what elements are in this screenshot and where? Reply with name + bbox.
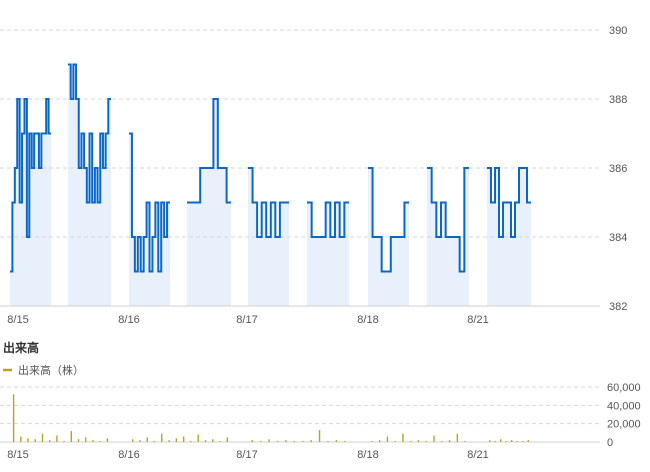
price-x-tick-label: 8/21 <box>467 314 488 326</box>
volume-bars <box>12 394 529 442</box>
price-x-tick-label: 8/15 <box>7 314 28 326</box>
price-line-8/16-pm <box>187 98 231 204</box>
price-x-tick-label: 8/17 <box>236 314 257 326</box>
price-line-8/15-am <box>10 98 51 273</box>
price-line-8/18-am <box>368 167 409 273</box>
price-session-area-8/16-pm <box>187 99 231 306</box>
price-line-8/17-pm <box>307 201 349 238</box>
volume-x-tick-label: 8/18 <box>357 449 378 461</box>
price-line-8/18-pm <box>427 167 469 273</box>
volume-y-tick-label: 60,000 <box>607 382 641 394</box>
price-line-8/17-am <box>248 167 289 238</box>
price-session-area-8/17-pm <box>307 202 349 306</box>
price-x-axis: 8/15 8/16 8/17 8/18 8/21 <box>7 314 488 326</box>
price-y-tick-label: 382 <box>609 301 627 313</box>
price-y-tick-label: 390 <box>609 25 627 37</box>
price-line-8/16-am <box>129 132 170 273</box>
price-y-tick-label: 386 <box>609 163 627 175</box>
price-x-tick-label: 8/16 <box>118 314 139 326</box>
volume-legend[interactable]: 出来高（株） <box>3 363 84 377</box>
volume-y-tick-label: 20,000 <box>607 419 641 431</box>
volume-x-tick-label: 8/17 <box>236 449 257 461</box>
volume-y-axis: 0 20,000 40,000 60,000 <box>607 382 641 449</box>
volume-x-tick-label: 8/21 <box>467 449 488 461</box>
volume-x-axis: 8/15 8/16 8/17 8/18 8/21 <box>7 449 488 461</box>
price-line-8/15-pm <box>68 63 111 204</box>
price-y-tick-label: 384 <box>609 232 627 244</box>
price-session-area-8/15-am <box>10 99 51 306</box>
volume-x-tick-label: 8/16 <box>118 449 139 461</box>
price-y-axis: 382 384 386 388 390 <box>609 25 627 313</box>
price-line-8/21-am <box>487 167 531 238</box>
price-x-tick-label: 8/18 <box>357 314 378 326</box>
price-y-tick-label: 388 <box>609 94 627 106</box>
volume-y-tick-label: 0 <box>607 437 613 449</box>
volume-y-tick-label: 40,000 <box>607 400 641 412</box>
volume-panel-title: 出来高 <box>3 340 39 355</box>
price-session-backgrounds <box>10 64 531 306</box>
price-line-series <box>10 63 531 273</box>
price-session-area-8/18-am <box>368 168 409 306</box>
volume-gridlines <box>0 386 600 443</box>
volume-x-tick-label: 8/15 <box>7 449 28 461</box>
volume-legend-label: 出来高（株） <box>18 363 84 377</box>
